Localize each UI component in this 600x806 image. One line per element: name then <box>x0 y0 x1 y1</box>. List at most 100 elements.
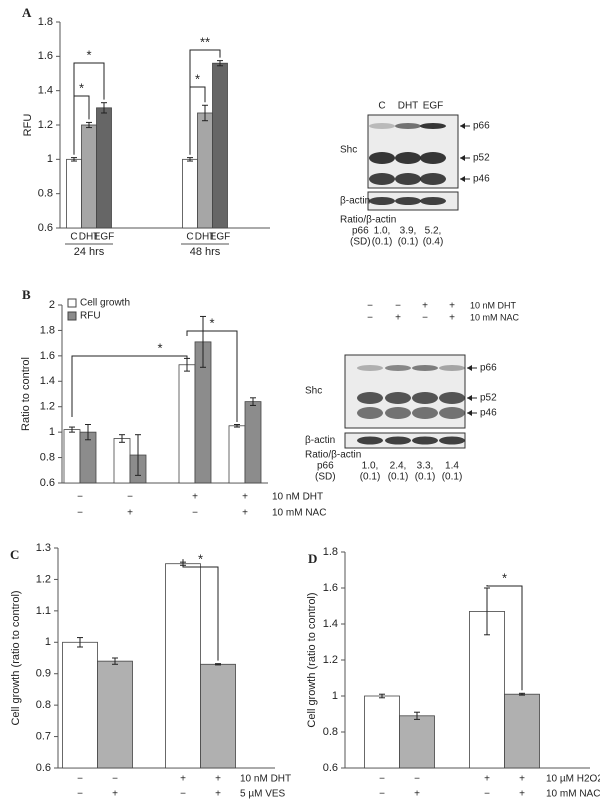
y-tick-label: 1.2 <box>323 654 338 666</box>
y-tick-label: 1.8 <box>38 16 53 28</box>
row-label: p66 <box>352 226 369 237</box>
y-tick-label: 1.6 <box>40 350 55 362</box>
x-tick-label: DHT <box>79 232 100 243</box>
treatment-sign: − <box>112 774 118 785</box>
ratio-value: 5.2, <box>425 226 442 237</box>
treatment-sign: + <box>519 774 525 785</box>
treatment-name: 10 µM H2O2 <box>546 774 600 785</box>
treatment-sign: − <box>379 774 385 785</box>
y-tick-label: 1.3 <box>36 542 51 554</box>
bar <box>200 663 236 769</box>
treatment-sign: + <box>519 789 525 800</box>
band-label: p46 <box>473 174 490 185</box>
treatment-name: 10 mM NAC <box>546 789 600 800</box>
actin-band <box>420 197 446 205</box>
significance-bracket <box>182 559 219 661</box>
actin-band <box>385 436 411 445</box>
treatment-sign: − <box>367 301 373 312</box>
y-tick-label: 1 <box>47 153 53 165</box>
ratio-value: 1.4 <box>445 461 459 472</box>
y-tick-label: 0.6 <box>40 477 55 489</box>
band-label: p66 <box>480 363 497 374</box>
y-tick-label: 1.8 <box>323 546 338 558</box>
significance-label: * <box>209 315 214 330</box>
y-tick-label: 0.6 <box>323 762 338 774</box>
treatment-name: 10 nM DHT <box>470 300 517 310</box>
y-tick-label: 1 <box>45 636 51 648</box>
y-tick-label: 2 <box>49 299 55 311</box>
bar <box>97 660 133 769</box>
bar <box>66 158 82 229</box>
bar <box>228 425 246 484</box>
treatment-name: 10 nM DHT <box>240 774 291 785</box>
bar <box>96 107 112 229</box>
significance-bracket <box>71 355 188 417</box>
treatment-name: 10 mM NAC <box>272 508 326 519</box>
blot-band <box>439 407 465 419</box>
band-label: p52 <box>473 153 490 164</box>
bar <box>62 641 98 769</box>
significance-label: ** <box>200 34 210 49</box>
treatment-name: 5 µM VES <box>240 789 286 800</box>
treatment-sign: + <box>180 774 186 785</box>
band-label: p66 <box>473 121 490 132</box>
blot-band <box>412 392 438 404</box>
y-tick-label: 1.6 <box>323 582 338 594</box>
bar <box>244 401 262 484</box>
significance-bracket <box>189 49 221 155</box>
ratio-value: 1.0, <box>374 226 391 237</box>
legend-swatch <box>67 298 77 308</box>
band-arrowhead <box>467 410 472 416</box>
treatment-sign: + <box>242 508 248 519</box>
y-tick-label: 1 <box>49 426 55 438</box>
y-tick-label: 0.6 <box>36 762 51 774</box>
blot-band <box>385 407 411 419</box>
bar <box>399 715 435 769</box>
bar <box>165 563 201 769</box>
sd-value: (0.1) <box>360 472 381 483</box>
lane-label: DHT <box>398 101 419 112</box>
treatment-sign: − <box>422 313 428 324</box>
loading-label: β-actin <box>305 435 335 446</box>
loading-label: β-actin <box>340 196 370 207</box>
x-tick-label: C <box>70 232 77 243</box>
bar <box>113 438 131 484</box>
blot-band <box>357 392 383 404</box>
panel-label: D <box>308 551 317 566</box>
ratio-value: 3.3, <box>417 461 434 472</box>
band-label: p46 <box>480 408 497 419</box>
y-tick-label: 1 <box>332 690 338 702</box>
y-tick-label: 1.4 <box>38 85 53 97</box>
group-label: 24 hrs <box>74 246 105 258</box>
y-axis-title: Cell growth (ratio to control) <box>306 592 318 727</box>
y-tick-label: 1.2 <box>36 573 51 585</box>
treatment-sign: + <box>449 301 455 312</box>
y-axis-title: RFU <box>22 114 34 137</box>
blot-band <box>395 152 421 164</box>
significance-bracket <box>73 62 105 155</box>
treatment-sign: − <box>77 774 83 785</box>
treatment-sign: + <box>215 774 221 785</box>
treatment-name: 10 nM DHT <box>272 492 323 503</box>
band-label: p52 <box>480 393 497 404</box>
treatment-sign: − <box>484 789 490 800</box>
ratio-value: 2.4, <box>390 461 407 472</box>
legend-label: RFU <box>80 311 101 322</box>
significance-bracket <box>186 330 238 422</box>
treatment-sign: − <box>367 313 373 324</box>
treatment-sign: + <box>484 774 490 785</box>
blot-band <box>439 365 465 371</box>
x-tick-label: C <box>186 232 193 243</box>
treatment-sign: + <box>414 789 420 800</box>
bar <box>504 693 540 769</box>
y-tick-label: 1.4 <box>323 618 338 630</box>
sd-value: (0.1) <box>442 472 463 483</box>
significance-label: * <box>198 551 203 566</box>
sd-value: (0.1) <box>372 237 393 248</box>
group-label: 48 hrs <box>190 246 221 258</box>
actin-band <box>412 436 438 445</box>
treatment-name: 10 mM NAC <box>470 312 520 322</box>
band-arrowhead <box>467 395 472 401</box>
sd-label: (SD) <box>350 237 371 248</box>
